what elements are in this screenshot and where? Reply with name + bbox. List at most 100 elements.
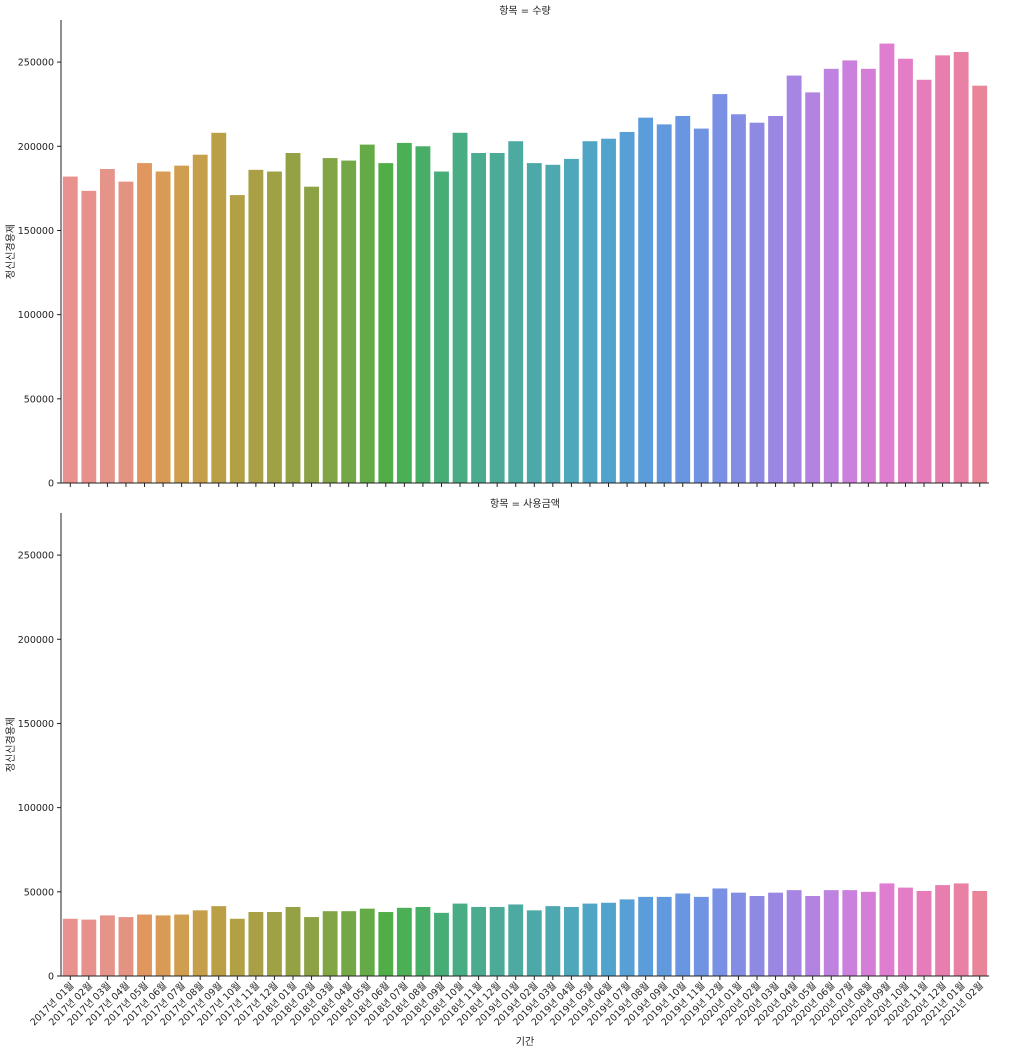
bar-quantity-5 [155,171,171,483]
bar-quantity-31 [638,117,654,483]
bar-amount-29 [601,902,616,976]
bar-quantity-27 [563,158,579,483]
bar-quantity-6 [174,165,190,483]
bar-quantity-41 [823,68,839,484]
bar-amount-5 [155,915,171,976]
bar-quantity-33 [675,115,691,483]
bar-amount-42 [842,890,858,976]
panel-title-amount: 항목 = 사용금액 [490,498,560,510]
bar-amount-4 [137,914,152,976]
bar-quantity-30 [619,131,635,483]
y-tick-label-amount-5: 250000 [18,551,54,562]
y-tick-label-amount-1: 50000 [24,887,54,898]
y-axis-label-quantity: 정신신경용제 [4,224,17,279]
bar-quantity-32 [656,124,672,484]
bar-quantity-21 [452,132,468,483]
bar-amount-0 [62,918,78,976]
bar-quantity-36 [731,114,746,484]
y-tick-label-quantity-4: 200000 [18,142,54,153]
bar-quantity-26 [545,164,561,483]
panel-quantity: 항목 = 수량 0 50000 100000 150000 200000 250000 정신신… [4,5,989,490]
bar-quantity-35 [712,94,728,483]
bar-amount-6 [174,914,190,976]
bar-amount-38 [768,892,783,976]
bar-quantity-1 [81,190,97,483]
bar-amount-37 [749,896,765,976]
bar-quantity-39 [786,75,802,483]
bar-amount-23 [489,906,505,976]
bar-amount-43 [860,891,876,976]
bar-amount-24 [508,904,524,976]
bar-quantity-44 [879,43,895,483]
bar-quantity-14 [322,158,338,484]
bar-quantity-46 [916,79,932,483]
bar-quantity-0 [62,176,78,483]
bar-quantity-37 [749,122,765,484]
bar-quantity-16 [359,144,375,483]
bar-quantity-18 [396,142,412,483]
bar-amount-16 [359,908,375,976]
y-tick-label-quantity-2: 100000 [18,310,54,321]
bar-quantity-45 [898,58,913,484]
bar-quantity-29 [601,138,616,484]
bar-quantity-20 [434,171,449,483]
bar-amount-7 [192,910,208,976]
y-tick-label-quantity-0: 0 [48,479,54,490]
bar-amount-26 [545,906,561,976]
bar-amount-31 [638,896,654,976]
bar-quantity-23 [489,153,505,484]
bar-amount-14 [322,911,338,976]
y-tick-label-amount-4: 200000 [18,635,54,646]
bar-amount-34 [693,896,709,976]
bar-amount-47 [935,885,951,976]
y-tick-label-quantity-5: 250000 [18,58,54,69]
panel-title-quantity: 항목 = 수량 [499,5,551,17]
bar-amount-39 [786,890,802,976]
bar-amount-13 [304,917,319,976]
bar-amount-46 [916,890,932,976]
bar-amount-45 [898,887,913,976]
bar-quantity-19 [415,146,431,484]
y-axis-label-amount: 정신신경용제 [4,717,17,772]
bar-quantity-49 [972,85,988,484]
bar-quantity-34 [693,128,709,483]
bar-amount-49 [972,890,988,976]
x-axis-label: 기간 [516,1036,534,1048]
bar-amount-25 [526,910,542,976]
y-tick-label-quantity-1: 50000 [24,394,54,405]
bar-amount-28 [582,903,598,976]
y-tick-label-amount-3: 150000 [18,719,54,730]
bar-quantity-17 [378,163,394,484]
bar-amount-2 [99,915,115,976]
bar-quantity-8 [211,132,227,483]
bar-quantity-11 [267,171,282,483]
bar-amount-17 [378,912,394,976]
bar-quantity-43 [860,68,876,484]
bar-amount-36 [731,892,746,976]
bar-amount-22 [471,906,487,976]
bar-amount-10 [248,912,264,976]
bar-amount-1 [81,919,97,976]
bar-quantity-15 [341,160,357,484]
bar-amount-48 [953,883,969,976]
bar-quantity-12 [285,153,301,484]
bar-quantity-22 [471,153,487,484]
bar-quantity-48 [953,51,969,484]
bar-quantity-24 [508,141,524,484]
bar-quantity-4 [137,163,152,484]
y-tick-label-quantity-3: 150000 [18,226,54,237]
bar-quantity-2 [99,169,115,483]
bar-quantity-38 [768,115,783,483]
bar-amount-15 [341,911,357,976]
bar-amount-40 [805,896,821,976]
bar-amount-21 [452,903,468,976]
bar-amount-18 [396,907,412,976]
bar-quantity-7 [192,154,208,483]
bar-amount-9 [229,918,245,976]
bar-amount-12 [285,906,301,976]
bar-quantity-3 [118,181,134,483]
bar-amount-27 [563,906,579,976]
bar-amount-19 [415,906,431,976]
bar-amount-20 [434,912,449,976]
